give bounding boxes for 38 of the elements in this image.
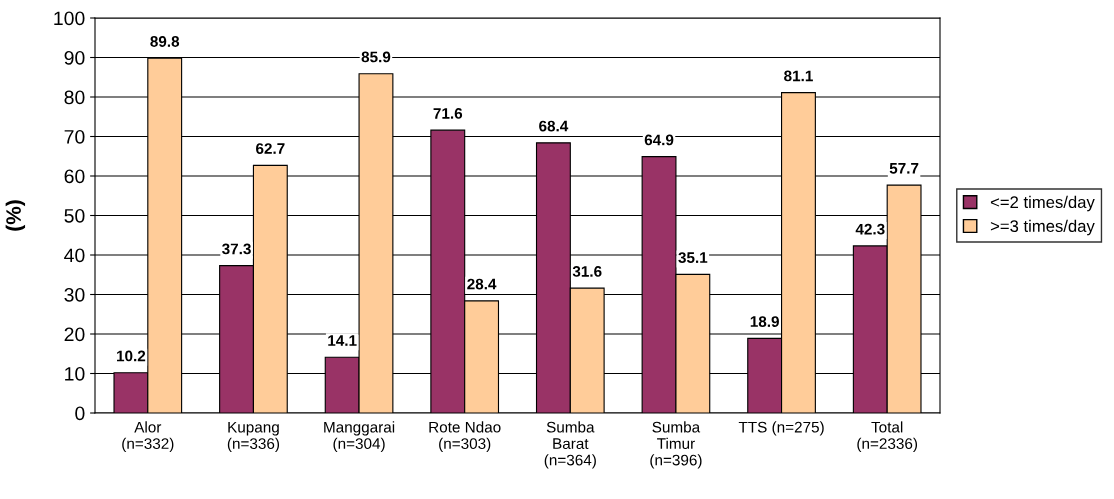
data-label: 85.9 [361, 51, 391, 63]
data-label: 42.3 [855, 223, 885, 235]
y-tick-label: 70 [64, 129, 85, 144]
data-label: 68.4 [539, 120, 569, 132]
data-label: 37.3 [222, 243, 251, 255]
y-tick-label: 10 [65, 366, 85, 381]
data-label: 35.1 [678, 252, 708, 264]
y-tick-label: 0 [75, 406, 85, 421]
data-label: 14.1 [328, 335, 357, 346]
x-tick-label: TTS (n=275) [738, 421, 824, 436]
y-axis-title: (%) [5, 200, 26, 231]
data-label: 28.4 [467, 278, 497, 290]
data-label: 71.6 [433, 108, 463, 119]
legend-label: <=2 times/day [990, 195, 1095, 212]
y-tick-label: 90 [64, 50, 85, 65]
x-tick-label: Manggarai (n=304) [324, 421, 395, 453]
y-tick-label: 50 [64, 208, 85, 223]
data-label: 64.9 [644, 134, 674, 146]
y-tick-label: 40 [64, 248, 85, 263]
legend-label: >=3 times/day [990, 219, 1095, 236]
y-tick-label: 30 [64, 287, 85, 302]
data-label: 81.1 [784, 70, 813, 82]
data-label: 57.7 [889, 163, 919, 174]
x-tick-label: Rote Ndao (n=303) [429, 421, 501, 453]
data-label: 31.6 [572, 266, 602, 277]
x-tick-label: Kupang (n=336) [227, 421, 280, 453]
y-tick-label: 20 [64, 327, 85, 342]
x-tick-label: Sumba Barat (n=364) [544, 421, 596, 469]
x-tick-label: Alor (n=332) [122, 421, 174, 453]
data-label: 62.7 [256, 143, 285, 154]
data-label: 18.9 [750, 316, 779, 327]
y-tick-label: 80 [64, 90, 85, 105]
y-tick-label: 60 [64, 169, 85, 184]
data-label: 89.8 [150, 36, 180, 47]
data-label: 10.2 [117, 350, 146, 362]
x-tick-label: Sumba Timur (n=396) [650, 421, 702, 469]
y-tick-label: 100 [54, 11, 85, 26]
x-tick-label: Total (n=2336) [857, 421, 918, 453]
